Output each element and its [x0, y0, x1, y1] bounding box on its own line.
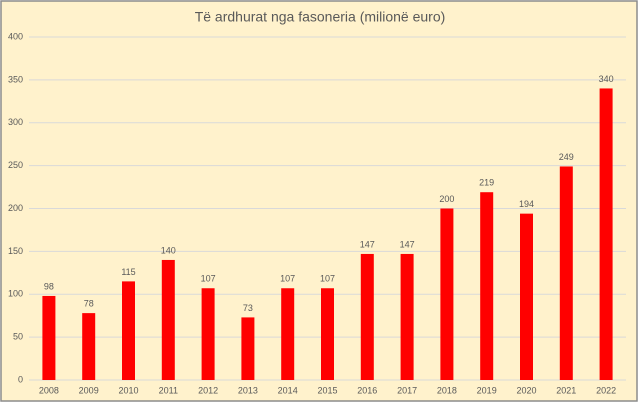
- bar: [281, 288, 295, 380]
- bar: [321, 288, 334, 380]
- bar: [161, 259, 175, 380]
- x-tick-label: 2010: [118, 385, 138, 395]
- x-tick-label: 2020: [516, 385, 536, 395]
- data-label: 249: [559, 152, 574, 162]
- data-label: 98: [44, 281, 54, 291]
- data-label: 140: [161, 245, 176, 255]
- bar: [599, 88, 613, 380]
- data-label: 340: [599, 74, 614, 84]
- data-label: 78: [84, 298, 94, 308]
- y-tick-label: 50: [13, 332, 23, 342]
- bar: [400, 253, 414, 380]
- bar: [241, 317, 255, 380]
- x-tick-label: 2019: [477, 385, 497, 395]
- x-tick-label: 2015: [317, 385, 337, 395]
- y-tick-label: 250: [8, 160, 23, 170]
- data-label: 107: [320, 274, 335, 284]
- data-label: 194: [519, 199, 534, 209]
- y-tick-label: 350: [8, 74, 23, 84]
- bar: [360, 253, 374, 380]
- bar: [201, 288, 215, 380]
- x-tick-label: 2011: [159, 385, 178, 395]
- y-tick-label: 200: [8, 203, 23, 213]
- x-tick-label: 2012: [198, 385, 218, 395]
- y-tick-label: 400: [8, 31, 23, 41]
- data-label: 73: [243, 303, 253, 313]
- x-tick-label: 2014: [278, 385, 298, 395]
- x-tick-label: 2013: [238, 385, 258, 395]
- x-tick-label: 2008: [39, 385, 59, 395]
- bar: [440, 208, 454, 380]
- data-label: 115: [121, 267, 135, 277]
- bar: [480, 192, 494, 380]
- y-tick-label: 300: [8, 117, 23, 127]
- x-tick-label: 2017: [397, 385, 417, 395]
- data-label: 219: [479, 178, 494, 188]
- x-tick-label: 2018: [437, 385, 457, 395]
- chart-title: Të ardhurat nga fasoneria (milionë euro): [195, 9, 446, 25]
- bar: [559, 166, 573, 380]
- x-tick-label: 2022: [596, 385, 616, 395]
- x-tick-label: 2016: [357, 385, 377, 395]
- x-tick-label: 2021: [556, 385, 576, 395]
- bar: [520, 213, 533, 380]
- data-label: 107: [280, 274, 295, 284]
- x-tick-label: 2009: [79, 385, 99, 395]
- bar: [122, 281, 135, 380]
- data-label: 107: [201, 274, 216, 284]
- data-label: 200: [439, 194, 454, 204]
- data-label: 147: [400, 239, 415, 249]
- y-tick-label: 100: [8, 289, 23, 299]
- bar: [42, 295, 56, 380]
- y-tick-label: 150: [8, 246, 23, 256]
- y-tick-label: 0: [18, 374, 23, 384]
- bar: [82, 313, 96, 380]
- data-label: 147: [360, 239, 375, 249]
